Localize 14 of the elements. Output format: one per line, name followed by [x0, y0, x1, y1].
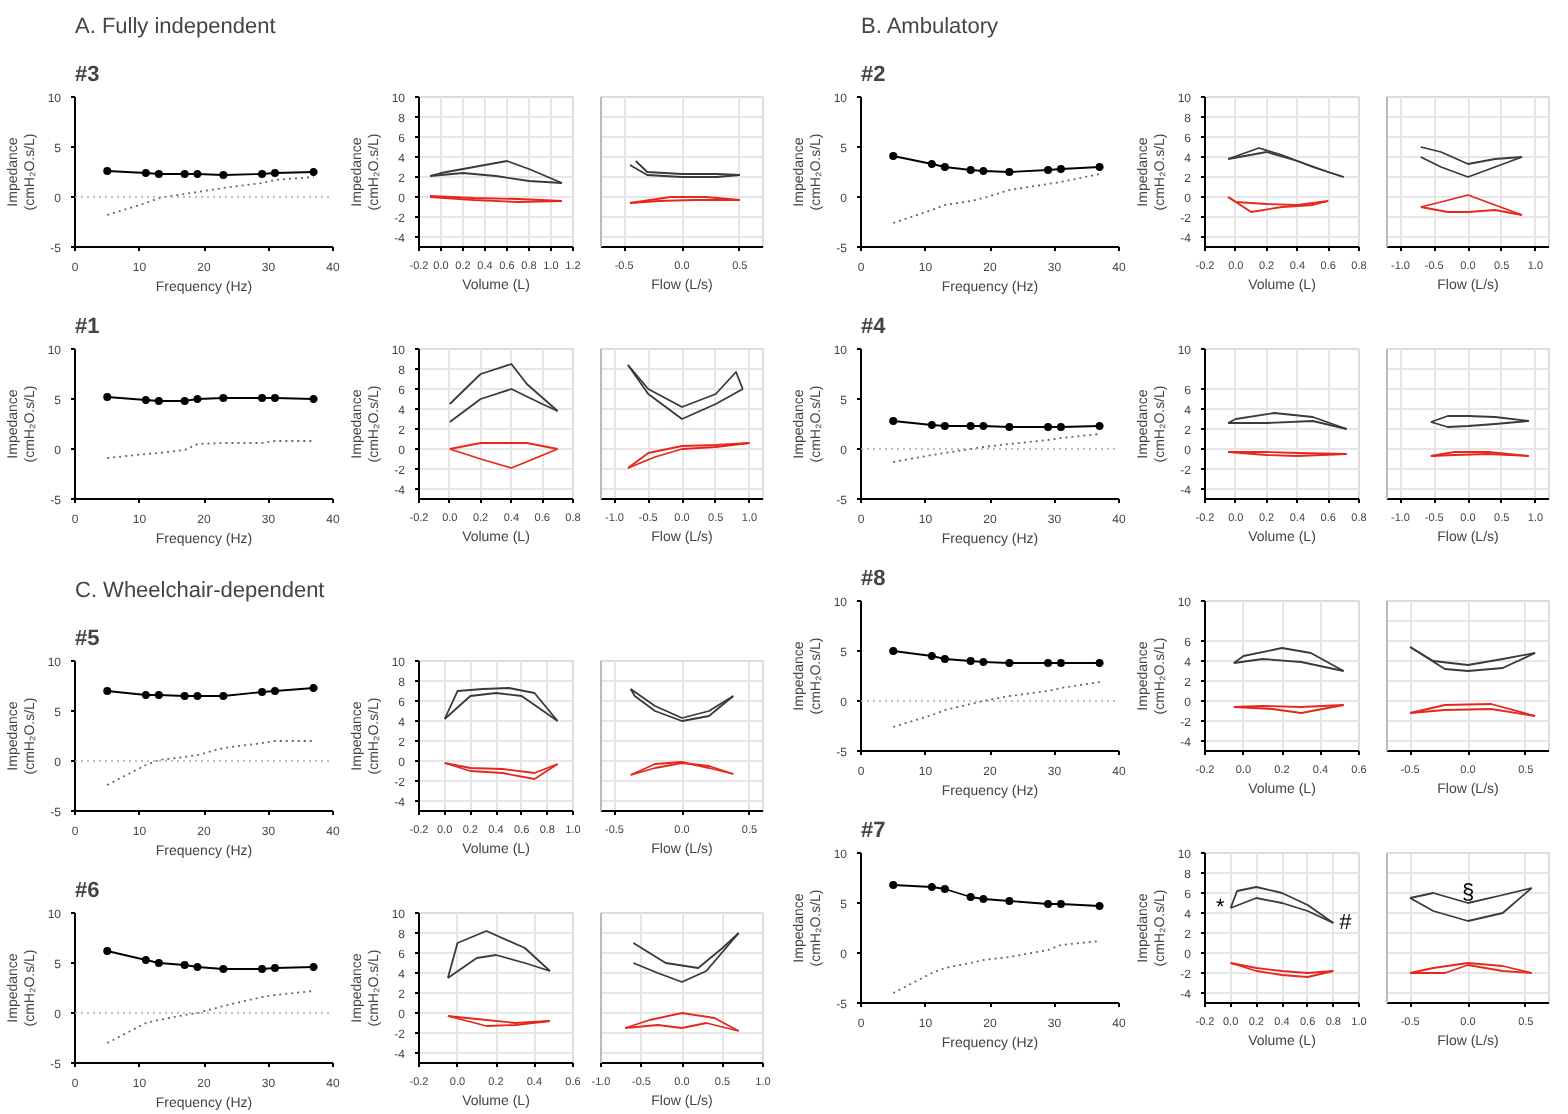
chart-subtitle: #7: [861, 819, 886, 843]
annotation: §: [1461, 881, 1475, 905]
chart-subtitle: #6: [75, 879, 100, 903]
annotation: *: [1216, 896, 1227, 920]
annotation: #: [1339, 911, 1354, 935]
chart-title: B. Ambulatory: [861, 15, 999, 39]
chart-subtitle: #2: [861, 63, 886, 87]
chart-subtitle: #8: [861, 567, 886, 591]
chart-title: A. Fully independent: [75, 15, 276, 39]
chart-subtitle: #4: [861, 315, 888, 339]
chart-subtitle: #1: [75, 315, 100, 339]
chart-subtitle: #5: [75, 627, 100, 651]
chart-title: C. Wheelchair-dependent: [75, 579, 325, 603]
chart-subtitle: #3: [75, 63, 100, 87]
